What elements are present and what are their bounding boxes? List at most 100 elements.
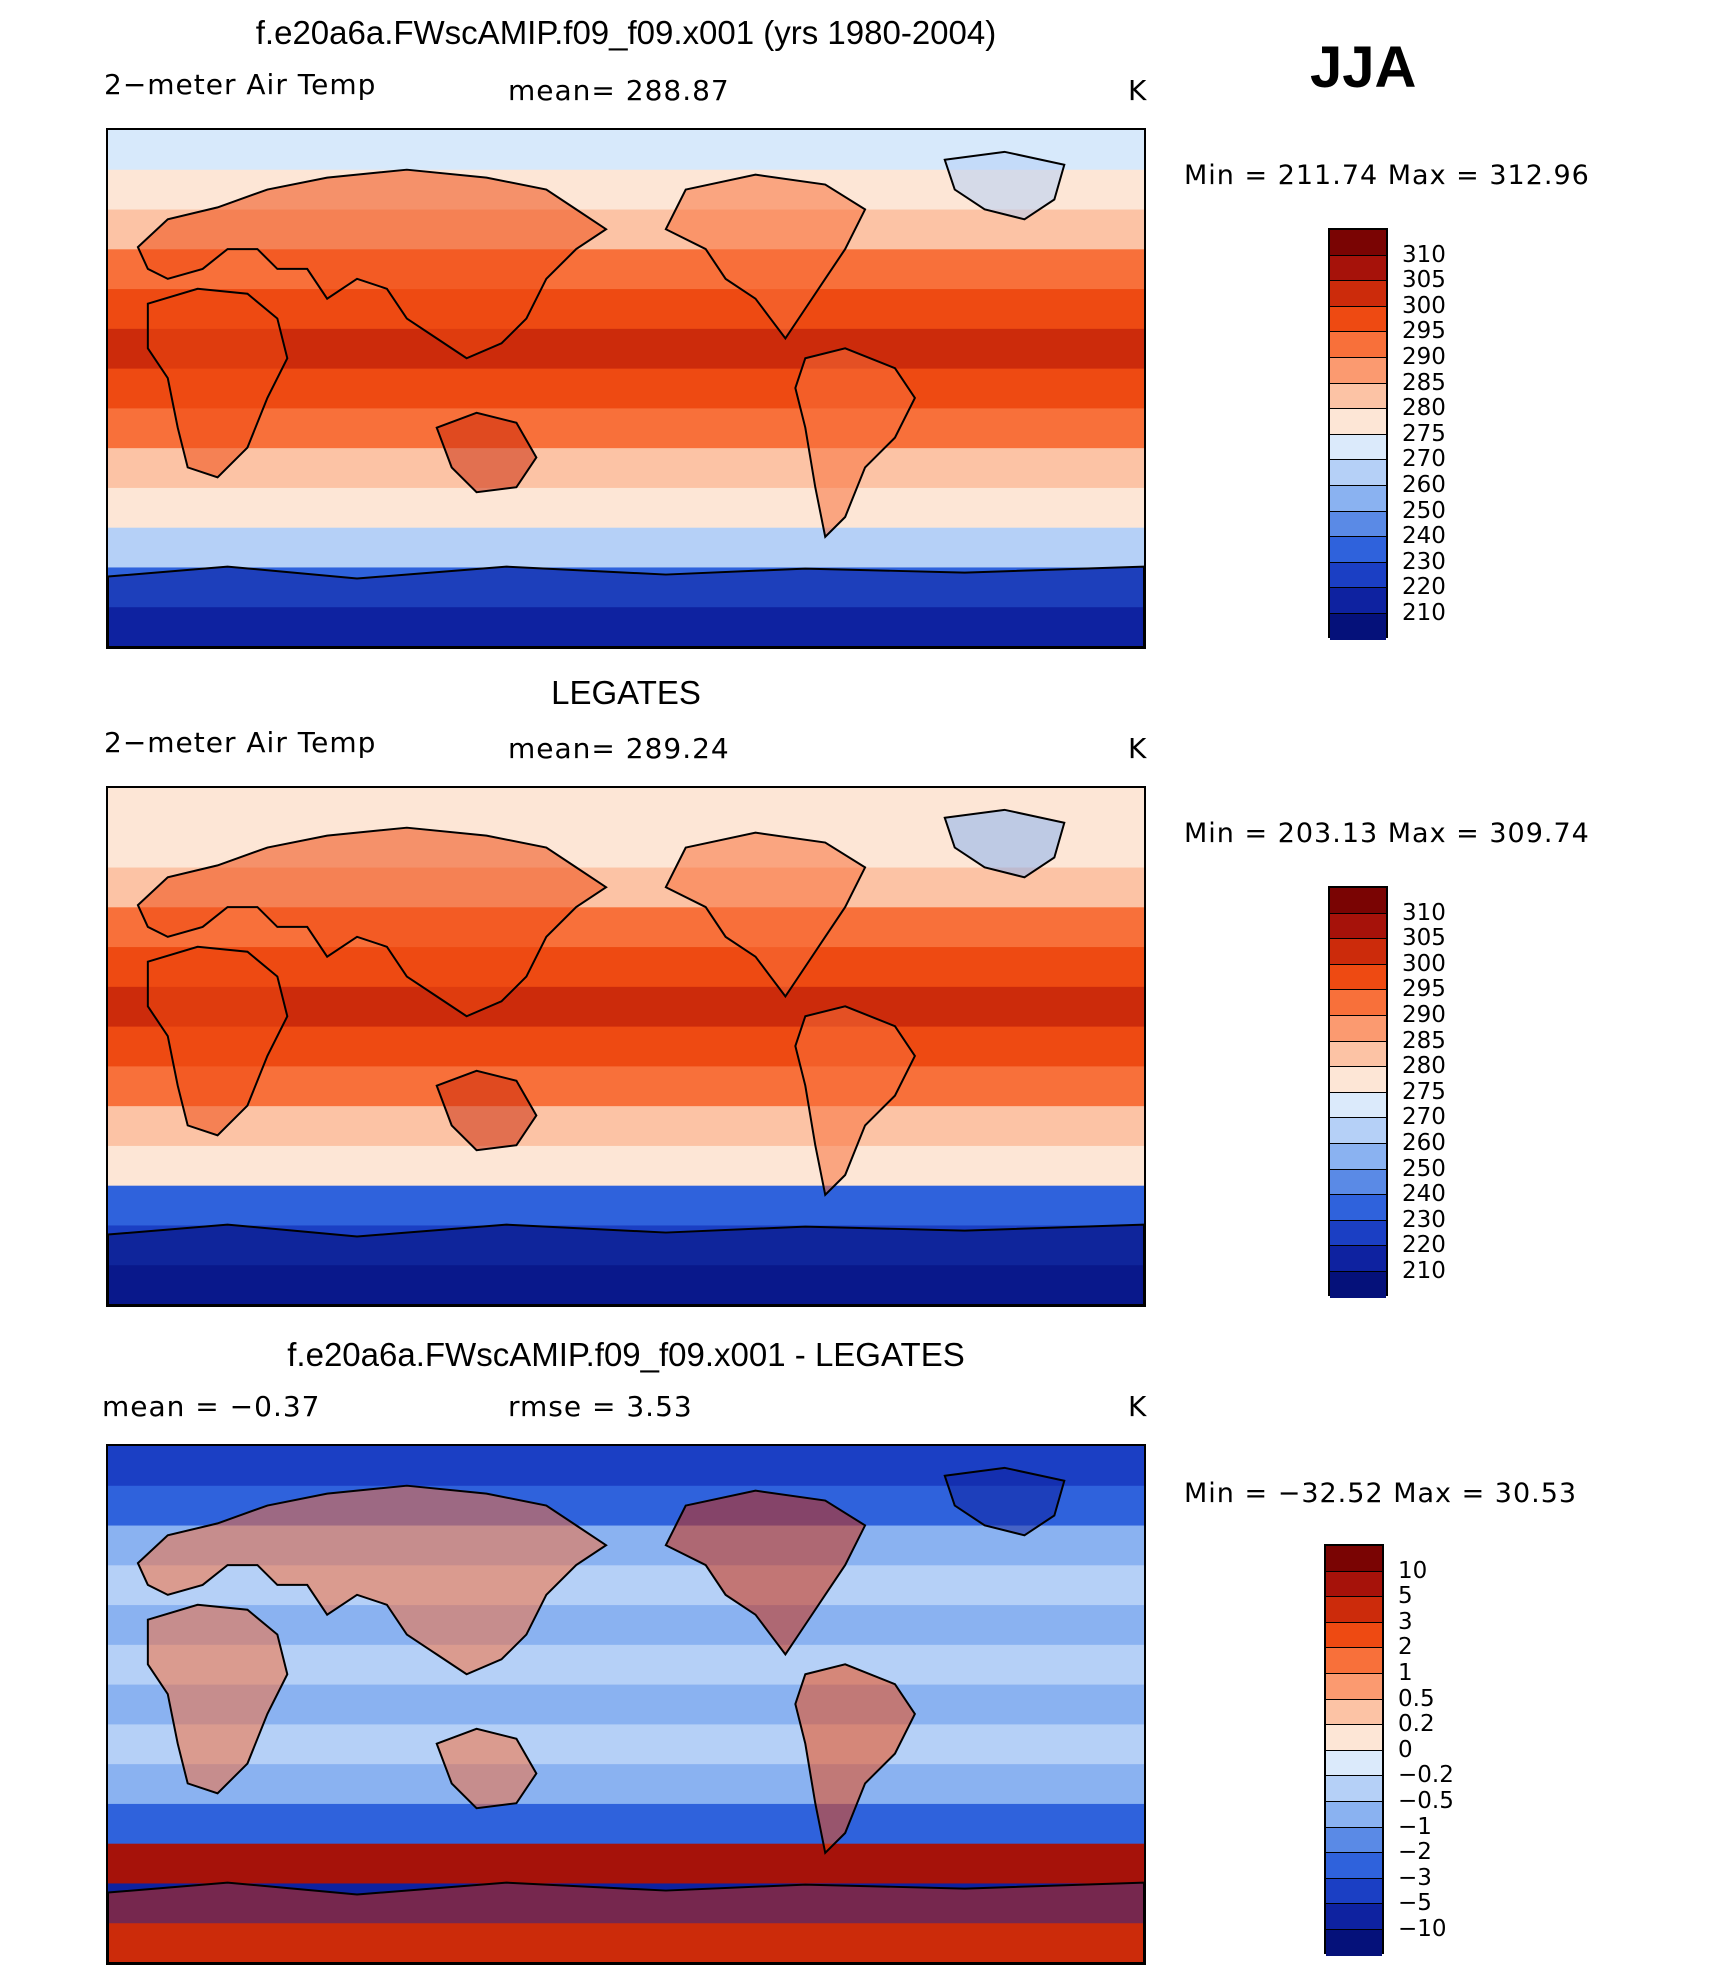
colorbar-tick-label: 230 (1402, 1206, 1446, 1233)
panel-1-map (106, 128, 1146, 649)
latitude-band (108, 1145, 1144, 1187)
panel-2-variable-label: 2−meter Air Temp (104, 726, 377, 759)
colorbar-swatch (1330, 537, 1386, 563)
colorbar-swatch (1330, 964, 1386, 991)
panel-2-title: LEGATES (551, 674, 701, 711)
panel-1-colorbar (1328, 228, 1388, 640)
colorbar-tick-label: 260 (1402, 472, 1446, 498)
colorbar-swatch (1326, 1673, 1382, 1700)
latitude-band (108, 1106, 1144, 1147)
panel-3-minmax: Min = −32.52 Max = 30.53 (1184, 1478, 1578, 1509)
colorbar-tick-label: 275 (1402, 420, 1446, 447)
colorbar-swatch (1330, 939, 1386, 965)
colorbar-swatch (1330, 613, 1386, 640)
colorbar-tick-label: 285 (1402, 1027, 1446, 1054)
latitude-band (108, 1605, 1144, 1646)
colorbar-swatch (1330, 1169, 1386, 1196)
colorbar-tick-label: 0.5 (1398, 1685, 1435, 1712)
colorbar-tick-label: 260 (1402, 1130, 1446, 1156)
colorbar-swatch (1330, 1195, 1386, 1221)
colorbar-swatch (1330, 990, 1386, 1016)
latitude-band (108, 1803, 1144, 1845)
panel-3-title: f.e20a6a.FWscAMIP.f09_f09.x001 - LEGATES (287, 1336, 965, 1373)
colorbar-swatch (1326, 1597, 1382, 1623)
colorbar-swatch (1326, 1878, 1382, 1905)
colorbar-tick-label: 310 (1402, 241, 1446, 268)
panel-1-minmax: Min = 211.74 Max = 312.96 (1184, 160, 1590, 191)
latitude-band (108, 527, 1144, 569)
panel-1-mean: mean= 288.87 (508, 74, 730, 107)
colorbar-tick-label: −0.2 (1398, 1762, 1454, 1789)
continent-outline (943, 150, 1066, 221)
panel-3-mean: mean = −0.37 (102, 1390, 321, 1423)
colorbar-tick-label: 295 (1402, 318, 1446, 345)
continent-outline (794, 1005, 917, 1197)
colorbar-swatch (1330, 1220, 1386, 1247)
colorbar-tick-label: 280 (1402, 395, 1446, 422)
colorbar-tick-label: 230 (1402, 548, 1446, 575)
colorbar-swatch (1330, 1041, 1386, 1068)
colorbar-tick-label: −1 (1398, 1813, 1432, 1840)
colorbar-tick-label: 270 (1402, 1104, 1446, 1131)
continent-outline (664, 1489, 867, 1657)
continent-outline (943, 1466, 1066, 1537)
panel-2-minmax: Min = 203.13 Max = 309.74 (1184, 818, 1590, 849)
continent-outline (435, 1727, 538, 1810)
colorbar-tick-label: 0 (1398, 1736, 1413, 1763)
latitude-band (108, 1026, 1144, 1068)
latitude-band (108, 1843, 1144, 1885)
colorbar-tick-label: 305 (1402, 925, 1446, 952)
latitude-band (108, 1684, 1144, 1726)
colorbar-swatch (1330, 383, 1386, 410)
colorbar-tick-label: 250 (1402, 1155, 1446, 1182)
colorbar-tick-label: 1 (1398, 1660, 1413, 1686)
colorbar-swatch (1326, 1827, 1382, 1854)
colorbar-tick-label: 10 (1398, 1557, 1428, 1584)
map-canvas (108, 130, 1144, 647)
panel-1-units: K (1128, 74, 1148, 107)
colorbar-swatch (1326, 1904, 1382, 1930)
colorbar-tick-label: 290 (1402, 1002, 1446, 1028)
colorbar-swatch (1330, 1118, 1386, 1144)
panel-2-mean: mean= 289.24 (508, 732, 730, 765)
colorbar-swatch (1330, 306, 1386, 333)
colorbar-tick-label: −10 (1398, 1916, 1447, 1942)
colorbar-swatch (1330, 255, 1386, 282)
latitude-band (108, 487, 1144, 529)
colorbar-tick-label: 2 (1398, 1634, 1413, 1661)
colorbar-swatch (1330, 1015, 1386, 1042)
colorbar-swatch (1330, 281, 1386, 307)
continent-outline (108, 1223, 1144, 1305)
latitude-band (108, 368, 1144, 410)
colorbar-swatch (1326, 1648, 1382, 1674)
colorbar-swatch (1330, 332, 1386, 358)
continent-outline (943, 808, 1066, 879)
colorbar-tick-label: 305 (1402, 267, 1446, 294)
colorbar-swatch (1326, 1801, 1382, 1828)
latitude-band (108, 448, 1144, 489)
colorbar-tick-label: 240 (1402, 523, 1446, 550)
colorbar-tick-label: 250 (1402, 497, 1446, 524)
colorbar-swatch (1326, 1725, 1382, 1751)
colorbar-tick-label: 285 (1402, 369, 1446, 396)
panel-3-colorbar (1324, 1544, 1384, 1956)
colorbar-tick-label: −0.5 (1398, 1788, 1454, 1814)
colorbar-tick-label: 220 (1402, 574, 1446, 601)
colorbar-swatch (1330, 913, 1386, 940)
colorbar-tick-label: 210 (1402, 600, 1446, 626)
colorbar-swatch (1330, 434, 1386, 461)
map-canvas (108, 788, 1144, 1305)
colorbar-tick-label: −3 (1398, 1864, 1432, 1891)
panel-2-units: K (1128, 732, 1148, 765)
colorbar-tick-label: 220 (1402, 1232, 1446, 1259)
colorbar-swatch (1330, 588, 1386, 614)
continent-outline (435, 411, 538, 494)
latitude-band (108, 1066, 1144, 1108)
colorbar-swatch (1330, 460, 1386, 486)
colorbar-swatch (1330, 1246, 1386, 1272)
colorbar-tick-label: 3 (1398, 1608, 1413, 1635)
panel-1-title: f.e20a6a.FWscAMIP.f09_f09.x001 (yrs 1980… (255, 14, 997, 51)
colorbar-tick-label: 310 (1402, 899, 1446, 926)
latitude-band (108, 947, 1144, 988)
colorbar-tick-label: −2 (1398, 1839, 1432, 1866)
